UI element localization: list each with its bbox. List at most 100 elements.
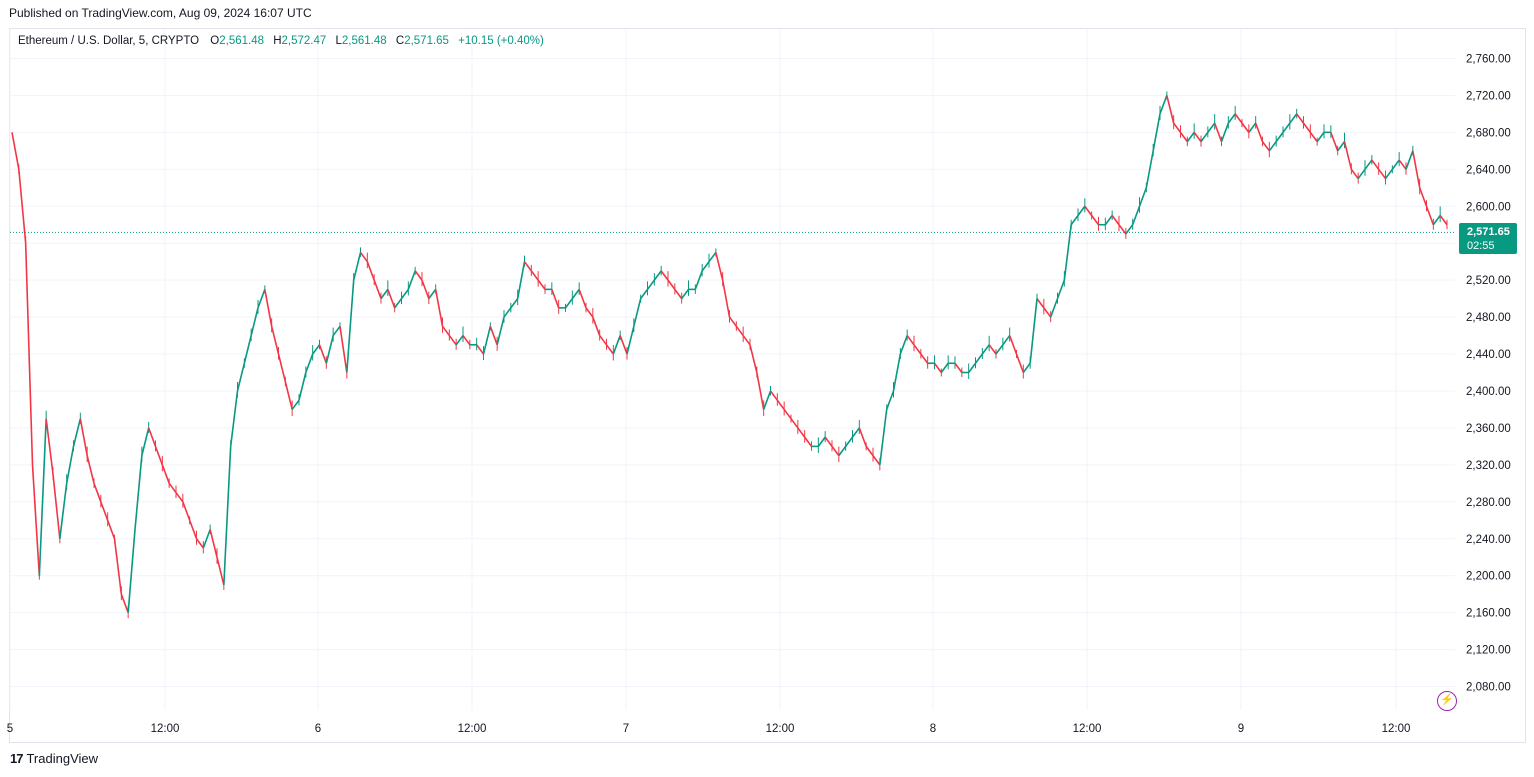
price-segment xyxy=(510,298,519,309)
price-segment xyxy=(1111,215,1120,226)
price-segment xyxy=(373,279,382,299)
price-segment xyxy=(1302,122,1311,133)
price-segment xyxy=(1084,205,1093,216)
price-segment xyxy=(229,390,239,447)
price-segment xyxy=(24,243,34,465)
price-segment xyxy=(250,307,259,336)
price-segment xyxy=(776,399,785,410)
x-tick-label: 12:00 xyxy=(151,723,180,735)
price-segment xyxy=(1330,132,1339,152)
price-segment xyxy=(1296,113,1305,124)
price-segment xyxy=(790,418,799,429)
tradingview-logo[interactable]: 17 TradingView xyxy=(10,751,98,766)
price-segment xyxy=(1173,122,1182,133)
price-segment xyxy=(633,298,642,327)
price-segment xyxy=(1029,298,1038,364)
price-segment xyxy=(892,353,902,392)
price-segment xyxy=(619,335,628,355)
x-tick-label: 12:00 xyxy=(766,723,795,735)
price-segment xyxy=(18,169,27,244)
price-segment xyxy=(660,270,669,281)
price-segment xyxy=(455,335,464,346)
price-segment xyxy=(489,326,498,346)
price-segment xyxy=(407,270,416,290)
price-segment xyxy=(1337,141,1346,152)
price-segment xyxy=(236,363,246,392)
price-segment xyxy=(1179,131,1188,143)
price-segment xyxy=(1350,168,1359,180)
price-segment xyxy=(585,307,594,318)
price-segment xyxy=(72,418,82,447)
price-segment xyxy=(1200,131,1209,143)
price-segment xyxy=(1015,353,1025,373)
price-segment xyxy=(1056,279,1066,299)
price-segment xyxy=(1063,224,1072,281)
price-segment xyxy=(482,326,492,355)
price-segment xyxy=(1275,131,1284,143)
price-segment xyxy=(1036,298,1045,309)
price-segment xyxy=(1118,224,1127,235)
price-segment xyxy=(865,445,874,457)
price-segment xyxy=(1398,159,1407,170)
price-segment xyxy=(1316,131,1325,143)
price-segment xyxy=(161,464,170,484)
price-segment xyxy=(195,538,204,549)
price-segment xyxy=(1425,205,1435,225)
legend-change: +10.15 (+0.40%) xyxy=(458,35,544,47)
price-segment xyxy=(216,557,225,586)
price-segment xyxy=(448,335,457,346)
lightning-icon[interactable]: ⚡ xyxy=(1437,691,1457,711)
price-segment xyxy=(530,270,539,281)
y-tick-label: 2,200.00 xyxy=(1466,571,1511,583)
price-segment xyxy=(38,418,47,576)
price-segment xyxy=(845,436,854,447)
price-segment xyxy=(414,270,423,281)
last-price-tag: 2,571.65 02:55 xyxy=(1459,223,1517,255)
price-segment xyxy=(1220,122,1230,142)
last-price-value: 2,571.65 xyxy=(1467,226,1510,239)
price-segment xyxy=(421,279,430,299)
price-segment xyxy=(721,279,731,318)
price-segment xyxy=(762,390,772,410)
legend-high-value: 2,572.47 xyxy=(281,35,327,47)
price-segment xyxy=(605,344,614,355)
price-segment xyxy=(537,279,546,290)
bar-countdown: 02:55 xyxy=(1467,240,1495,253)
price-segment xyxy=(674,288,683,300)
price-segment xyxy=(312,344,321,355)
legend-low-value: 2,561.48 xyxy=(341,35,387,47)
price-segment xyxy=(749,344,758,373)
x-tick-label: 12:00 xyxy=(1382,723,1411,735)
price-segment xyxy=(756,372,765,410)
price-segment xyxy=(428,288,437,300)
price-segment xyxy=(1131,205,1141,225)
price-segment xyxy=(824,436,833,447)
price-segment xyxy=(974,353,983,364)
price-segment xyxy=(359,251,368,263)
price-segment xyxy=(209,529,218,558)
price-segment xyxy=(496,316,505,345)
price-segment xyxy=(735,325,744,337)
price-segment xyxy=(1049,298,1059,318)
price-segment xyxy=(1022,362,1031,373)
price-segment xyxy=(352,252,362,281)
price-segment xyxy=(817,436,826,447)
price-segment xyxy=(516,261,526,299)
price-segment xyxy=(154,446,164,466)
price-segment xyxy=(1207,122,1216,133)
price-segment xyxy=(995,344,1004,355)
price-segment xyxy=(202,529,211,549)
legend-close-value: 2,571.65 xyxy=(404,35,449,47)
y-tick-label: 2,160.00 xyxy=(1466,608,1511,620)
price-segment xyxy=(701,261,710,272)
legend-high-label: H xyxy=(273,35,282,47)
price-segment xyxy=(400,288,409,300)
price-segment xyxy=(1254,122,1264,142)
price-segment xyxy=(564,298,573,309)
price-segment xyxy=(1412,150,1421,188)
price-segment xyxy=(599,335,608,346)
price-segment xyxy=(127,529,136,613)
price-segment xyxy=(387,289,396,309)
price-segment xyxy=(1378,168,1387,180)
